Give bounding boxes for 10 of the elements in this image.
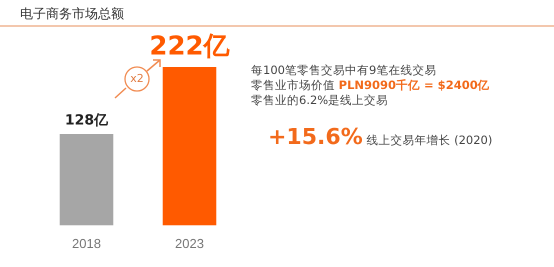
x-tick-label: 2018 — [72, 236, 101, 251]
text: 每100笔零售交易中有9笔在线交易 — [250, 63, 438, 78]
data-label: 128亿 — [64, 112, 110, 129]
data-label: 222亿 — [149, 32, 231, 62]
x-tick-label: 2023 — [175, 236, 204, 251]
text: +15.6% 线上交易年增长 (2020) — [268, 125, 492, 150]
text: 零售业市场价值 PLN9090千亿 = $2400亿 — [250, 78, 490, 93]
text: 零售业的6.2%是线上交易 — [250, 93, 390, 108]
chart-title: 电子商务市场总额 — [20, 6, 124, 23]
annotation: x2 — [129, 72, 145, 85]
